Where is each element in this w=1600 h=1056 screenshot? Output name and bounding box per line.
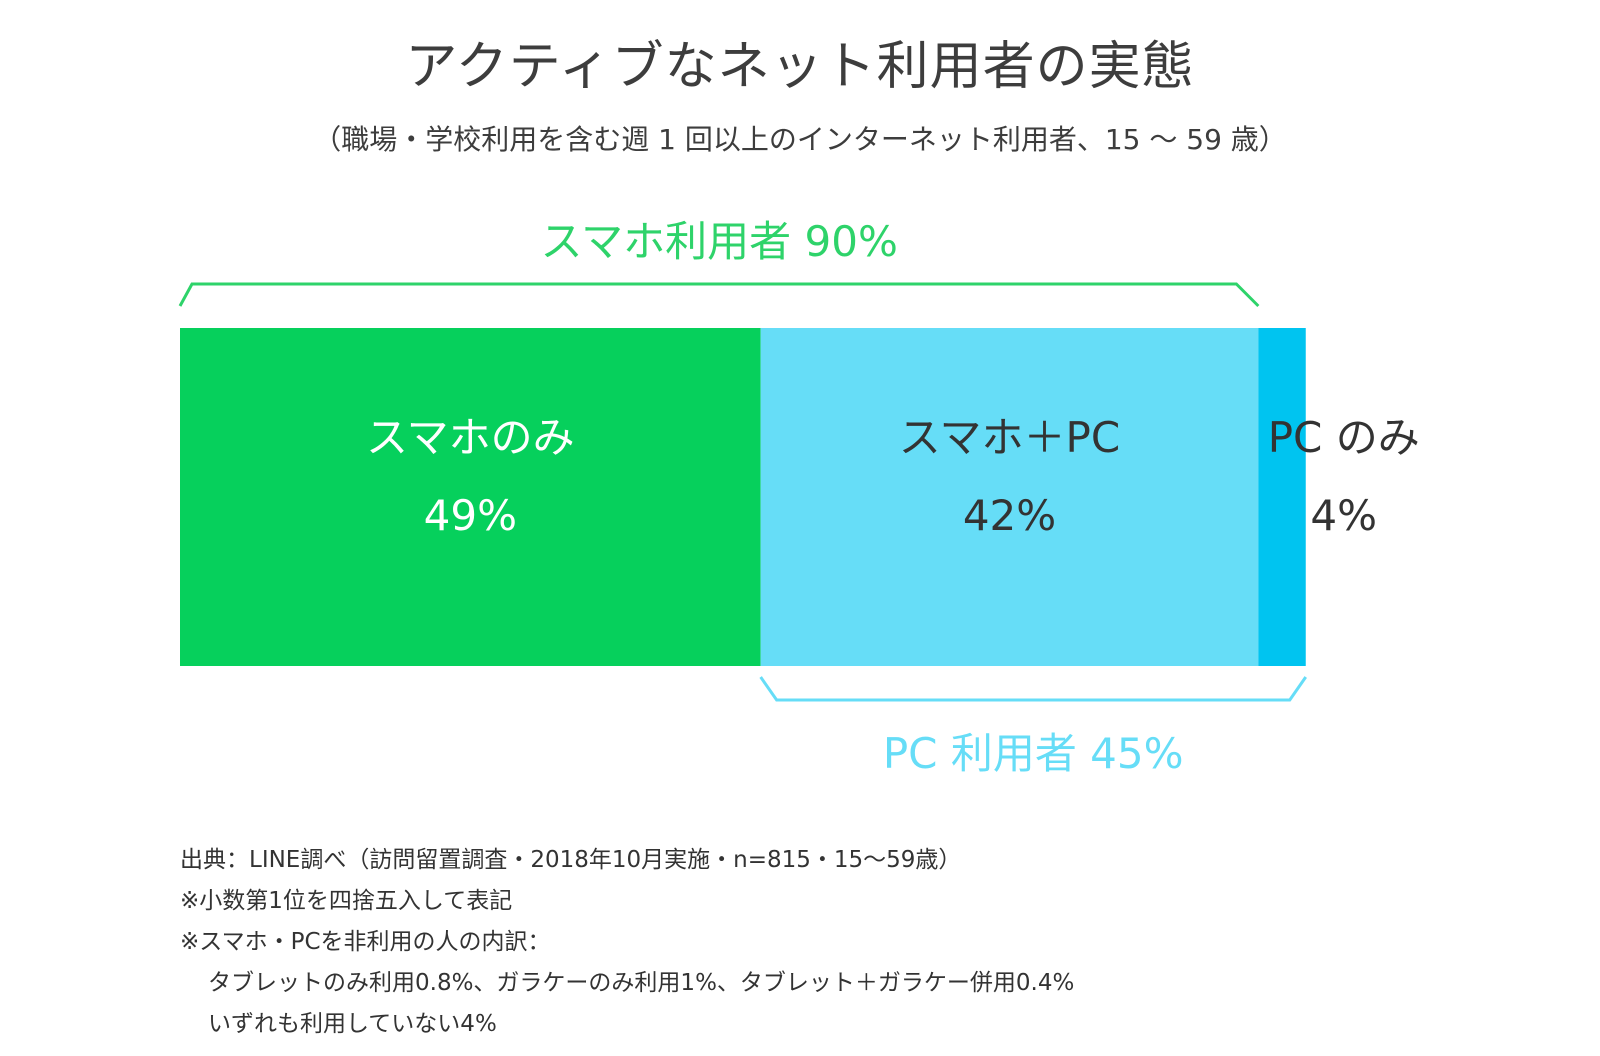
- chart-title: アクティブなネット利用者の実態: [405, 37, 1195, 97]
- segment-value-3: 4%: [1310, 491, 1377, 540]
- source-note: 出典：LINE調べ（訪問留置調査・2018年10月実施・n=815・15〜59歳…: [180, 847, 962, 873]
- bar-segment-3: [1258, 328, 1306, 666]
- segment-label-2: スマホ＋PC: [899, 413, 1120, 462]
- chart-subtitle: （職場・学校利用を含む週 1 回以上のインターネット利用者、15 〜 59 歳）: [313, 123, 1287, 156]
- segment-value-2: 42%: [963, 491, 1056, 540]
- breakdown-title: ※スマホ・PCを非利用の人の内訳：: [180, 929, 551, 955]
- bar-segment-2: [760, 328, 1259, 666]
- segment-label-1: スマホのみ: [366, 413, 575, 462]
- bracket-label-1: スマホ利用者 90%: [540, 217, 897, 266]
- bracket-2: [759, 676, 1307, 702]
- bracket-label-2: PC 利用者 45%: [883, 729, 1184, 778]
- bar-segment-1: [180, 328, 761, 666]
- segment-value-1: 49%: [424, 491, 517, 540]
- segment-label-3: PC のみ: [1268, 413, 1420, 462]
- rounding-note: ※小数第1位を四捨五入して表記: [180, 888, 513, 914]
- breakdown-line-1: タブレットのみ利用0.8%、ガラケーのみ利用1%、タブレット＋ガラケー併用0.4…: [208, 970, 1075, 996]
- breakdown-line-2: いずれも利用していない4%: [208, 1011, 497, 1037]
- bracket-1: [178, 282, 1260, 308]
- chart-notes: 出典：LINE調べ（訪問留置調査・2018年10月実施・n=815・15〜59歳…: [180, 840, 1074, 1045]
